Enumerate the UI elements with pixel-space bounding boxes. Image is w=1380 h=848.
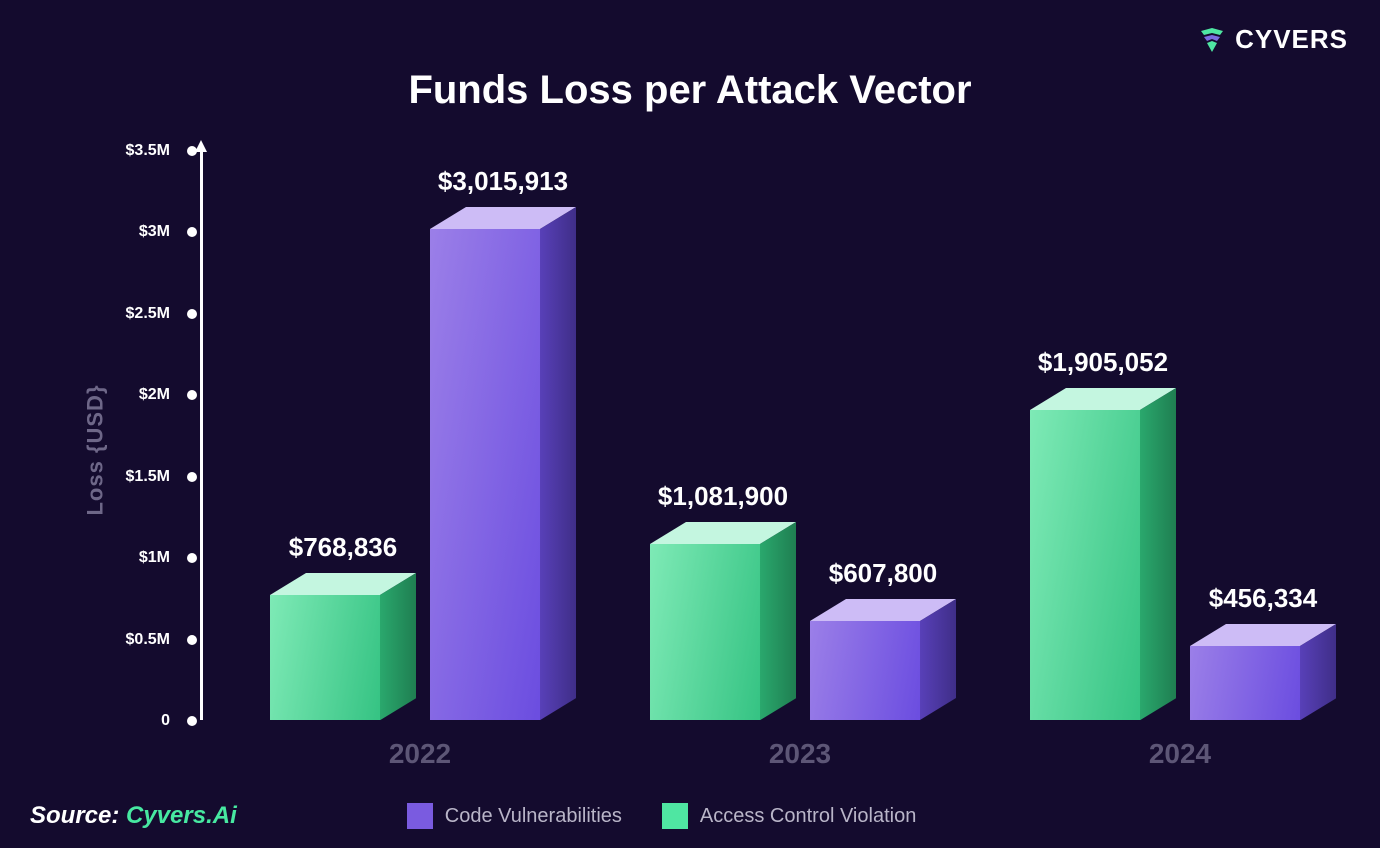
bar bbox=[270, 573, 416, 720]
chart: Loss {USD} 0$0.5M$1M$1.5M$2M$2.5M$3M$3.5… bbox=[90, 150, 1350, 750]
y-tick-dot bbox=[187, 472, 197, 482]
bar-front-face bbox=[650, 544, 760, 720]
y-tick-label: $1.5M bbox=[90, 468, 180, 486]
bar bbox=[650, 522, 796, 720]
bar-side-face bbox=[760, 522, 796, 720]
brand-logo: CYVERS bbox=[1197, 24, 1348, 55]
y-tick-label: $1M bbox=[90, 549, 180, 567]
y-tick-label: $3M bbox=[90, 223, 180, 241]
x-axis-label: 2022 bbox=[320, 738, 520, 770]
legend-label: Access Control Violation bbox=[700, 805, 916, 828]
bar-value-label: $768,836 bbox=[243, 532, 443, 563]
bar bbox=[1030, 388, 1176, 720]
bar-side-face bbox=[540, 207, 576, 720]
y-tick: $2M bbox=[90, 386, 210, 404]
y-tick-dot bbox=[187, 390, 197, 400]
source-prefix: Source: bbox=[30, 802, 126, 829]
legend-swatch bbox=[407, 803, 433, 829]
brand-icon bbox=[1197, 25, 1227, 55]
legend-item: Access Control Violation bbox=[662, 803, 916, 829]
bars-area: $768,836 $3,015,913 $1,081,900 $607,800 … bbox=[200, 150, 1350, 720]
bar bbox=[1190, 624, 1336, 720]
legend-item: Code Vulnerabilities bbox=[407, 803, 622, 829]
bar-value-label: $607,800 bbox=[783, 558, 983, 589]
y-tick-label: $2.5M bbox=[90, 305, 180, 323]
x-axis-label: 2024 bbox=[1080, 738, 1280, 770]
bar-value-label: $1,081,900 bbox=[623, 481, 823, 512]
bar-value-label: $3,015,913 bbox=[403, 166, 603, 197]
chart-title: Funds Loss per Attack Vector bbox=[0, 68, 1380, 113]
bar-side-face bbox=[380, 573, 416, 720]
x-axis-label: 2023 bbox=[700, 738, 900, 770]
chart-legend: Code Vulnerabilities Access Control Viola… bbox=[407, 803, 917, 829]
legend-swatch bbox=[662, 803, 688, 829]
y-tick-dot bbox=[187, 716, 197, 726]
y-tick: $3.5M bbox=[90, 142, 210, 160]
y-tick-label: $0.5M bbox=[90, 631, 180, 649]
y-tick: $2.5M bbox=[90, 305, 210, 323]
bar-value-label: $456,334 bbox=[1163, 583, 1363, 614]
source-name: Cyvers.Ai bbox=[126, 802, 237, 829]
y-tick: 0 bbox=[90, 712, 210, 730]
y-tick: $1M bbox=[90, 549, 210, 567]
y-tick: $0.5M bbox=[90, 631, 210, 649]
bar-side-face bbox=[1140, 388, 1176, 720]
bar-side-face bbox=[920, 599, 956, 720]
bar bbox=[810, 599, 956, 720]
y-tick-dot bbox=[187, 635, 197, 645]
bar bbox=[430, 207, 576, 720]
bar-front-face bbox=[810, 621, 920, 720]
y-tick-label: $3.5M bbox=[90, 142, 180, 160]
y-tick-dot bbox=[187, 553, 197, 563]
bar-side-face bbox=[1300, 624, 1336, 720]
y-tick: $1.5M bbox=[90, 468, 210, 486]
bar-front-face bbox=[1030, 410, 1140, 720]
y-tick-dot bbox=[187, 309, 197, 319]
source-attribution: Source: Cyvers.Ai bbox=[30, 802, 237, 830]
brand-name: CYVERS bbox=[1235, 24, 1348, 55]
y-tick-label: $2M bbox=[90, 386, 180, 404]
bar-value-label: $1,905,052 bbox=[1003, 347, 1203, 378]
chart-footer: Source: Cyvers.Ai Code Vulnerabilities Ac… bbox=[30, 802, 1350, 830]
bar-front-face bbox=[1190, 646, 1300, 720]
y-tick-label: 0 bbox=[90, 712, 180, 730]
bar-front-face bbox=[430, 229, 540, 720]
y-tick-dot bbox=[187, 146, 197, 156]
y-tick: $3M bbox=[90, 223, 210, 241]
bar-front-face bbox=[270, 595, 380, 720]
legend-label: Code Vulnerabilities bbox=[445, 805, 622, 828]
y-tick-dot bbox=[187, 227, 197, 237]
